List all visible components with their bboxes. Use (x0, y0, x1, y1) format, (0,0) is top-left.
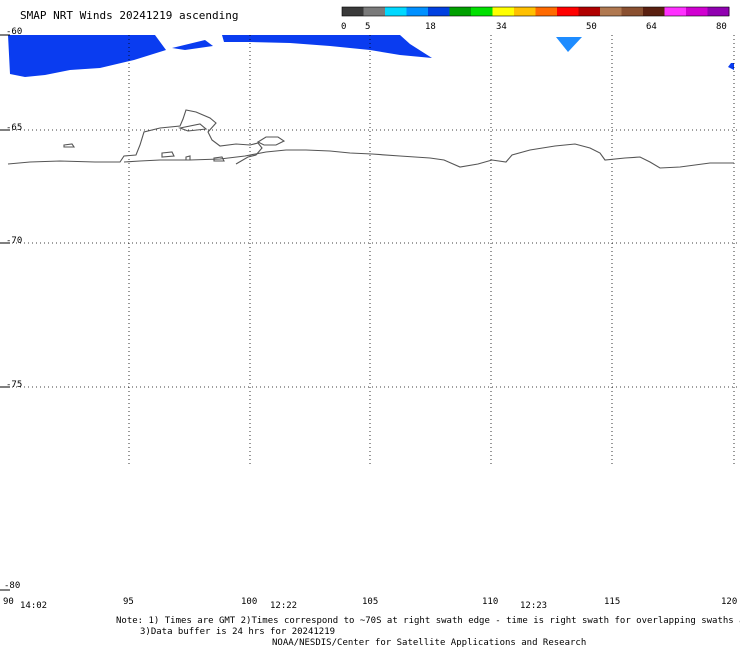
colorbar-segment (385, 7, 407, 16)
colorbar-segment (621, 7, 644, 16)
lat-label: -75 (6, 380, 23, 390)
lon-label: 105 (362, 597, 379, 607)
colorbar-segment (363, 7, 386, 16)
colorbar-label-64: 64 (646, 22, 657, 32)
time-label: 14:02 (20, 601, 48, 611)
colorbar-segment (342, 7, 364, 16)
colorbar-segment (557, 7, 579, 16)
lon-label: 115 (604, 597, 621, 607)
axis-ticks (0, 34, 10, 591)
note-line-2: 3)Data buffer is 24 hrs for 20241219 (140, 627, 336, 637)
colorbar (341, 6, 730, 17)
colorbar-segment (664, 7, 687, 16)
note-line-3: NOAA/NESDIS/Center for Satellite Applica… (272, 638, 587, 648)
lon-label: 95 (123, 597, 134, 607)
colorbar-segment (600, 7, 622, 16)
note-line-1: Note: 1) Times are GMT 2)Times correspon… (116, 616, 740, 626)
lon-label: 110 (482, 597, 499, 607)
colorbar-segment (578, 7, 601, 16)
colorbar-label-50: 50 (586, 22, 597, 32)
lat-label: -70 (6, 236, 23, 246)
colorbar-label-5: 5 (365, 22, 371, 32)
lon-label: 90 (3, 597, 14, 607)
colorbar-label-34: 34 (496, 22, 507, 32)
colorbar-segment (707, 7, 730, 16)
colorbar-segment (406, 7, 429, 16)
colorbar-segment (492, 7, 515, 16)
time-label: 12:22 (270, 601, 298, 611)
lat-label: -80 (4, 581, 21, 591)
map-title: SMAP NRT Winds 20241219 ascending (20, 9, 239, 22)
lon-label: 120 (721, 597, 738, 607)
colorbar-segment (449, 7, 472, 16)
coastline (7, 109, 734, 169)
colorbar-label-80: 80 (716, 22, 727, 32)
lat-label: -60 (6, 27, 23, 37)
colorbar-segment (514, 7, 536, 16)
colorbar-label-0: 0 (341, 22, 347, 32)
colorbar-segment (535, 7, 558, 16)
time-label: 12:23 (520, 601, 548, 611)
wind-swath (8, 35, 734, 77)
colorbar-label-18: 18 (425, 22, 436, 32)
colorbar-segment (643, 7, 665, 16)
graticule (8, 35, 740, 465)
colorbar-segment (428, 7, 450, 16)
colorbar-segment (471, 7, 493, 16)
lon-label: 100 (241, 597, 258, 607)
colorbar-segment (686, 7, 708, 16)
lat-label: -65 (6, 123, 23, 133)
